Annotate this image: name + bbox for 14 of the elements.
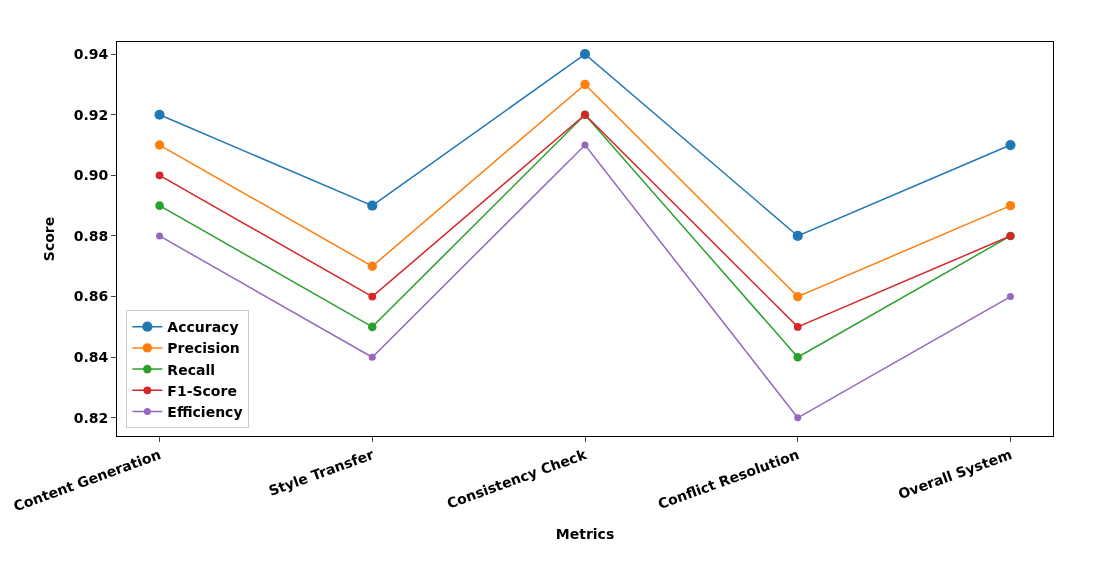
y-tick-label: 0.84	[73, 349, 109, 366]
legend-label: Precision	[167, 340, 240, 357]
y-axis-title: Score	[41, 216, 58, 262]
y-tick-label: 0.86	[73, 288, 109, 305]
legend-label: Efficiency	[167, 403, 243, 420]
y-tick-label: 0.88	[73, 227, 109, 244]
legend-label: Recall	[167, 361, 215, 378]
y-tick-label: 0.82	[73, 409, 109, 426]
legend-label: F1-Score	[167, 382, 237, 399]
x-axis-title: Metrics	[555, 525, 615, 542]
y-tick-label: 0.90	[73, 167, 109, 184]
y-tick-label: 0.92	[73, 106, 109, 123]
legend-label: Accuracy	[167, 319, 239, 336]
y-tick-label: 0.94	[73, 46, 109, 63]
